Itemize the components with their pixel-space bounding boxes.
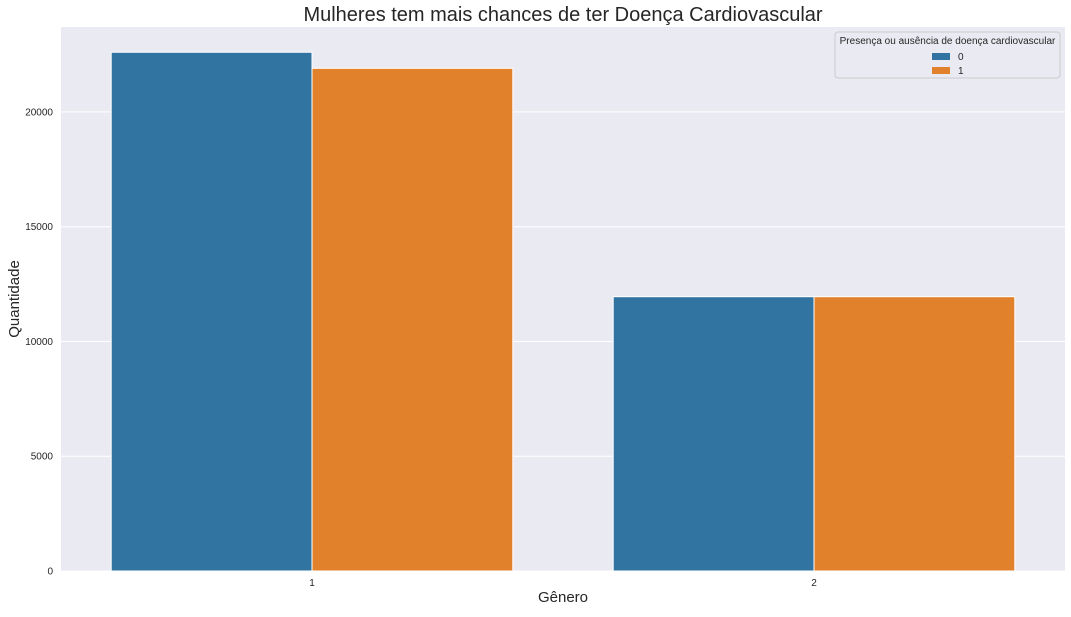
legend-swatch bbox=[932, 67, 950, 74]
bar-1-1 bbox=[311, 67, 514, 572]
y-axis-ticks: 0 5000 10000 15000 20000 bbox=[25, 107, 53, 577]
y-axis-label: Quantidade bbox=[6, 260, 23, 338]
chart-title: Mulheres tem mais chances de ter Doença … bbox=[303, 4, 822, 26]
x-tick-label: 2 bbox=[811, 578, 817, 589]
y-tick-label: 0 bbox=[47, 567, 53, 578]
legend-swatch bbox=[932, 53, 950, 60]
x-axis-label: Gênero bbox=[538, 589, 588, 606]
legend-label: 1 bbox=[958, 66, 964, 77]
y-tick-label: 5000 bbox=[31, 452, 54, 463]
x-tick-label: 1 bbox=[309, 578, 315, 589]
legend: Presença ou ausência de doença cardiovas… bbox=[834, 31, 1061, 79]
y-tick-label: 10000 bbox=[25, 337, 53, 348]
bar-1-2 bbox=[813, 296, 1016, 572]
y-tick-label: 20000 bbox=[25, 107, 53, 118]
legend-title: Presença ou ausência de doença cardiovas… bbox=[840, 36, 1056, 47]
bar-0-1 bbox=[110, 51, 313, 572]
bars bbox=[110, 51, 1016, 572]
legend-items: 01 bbox=[932, 52, 964, 77]
y-tick-label: 15000 bbox=[25, 222, 53, 233]
legend-label: 0 bbox=[958, 52, 964, 63]
bar-0-2 bbox=[612, 296, 815, 572]
